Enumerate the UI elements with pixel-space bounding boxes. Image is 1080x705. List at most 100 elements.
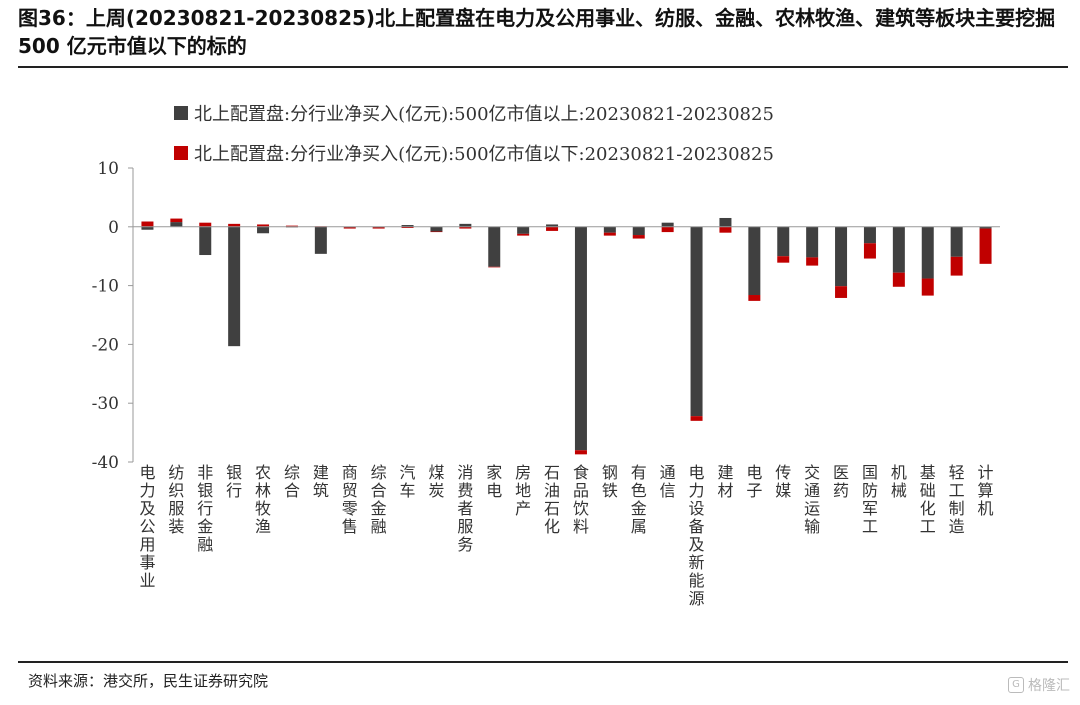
watermark: G 格隆汇 xyxy=(1008,675,1070,695)
x-tick-label: 汽车 xyxy=(400,463,416,500)
bar-above xyxy=(979,226,992,229)
bar-below xyxy=(257,224,270,227)
bar-below xyxy=(517,233,530,236)
bar-below xyxy=(372,227,385,229)
title-divider xyxy=(18,66,1068,68)
bar-above xyxy=(892,226,905,273)
x-tick-label: 基础化工 xyxy=(920,463,936,536)
bar-above xyxy=(719,217,732,227)
y-axis: 10 0 -10 -20 -30 -40 xyxy=(92,159,134,473)
bar-below xyxy=(806,257,819,266)
watermark-logo-icon: G xyxy=(1008,677,1024,693)
bar-below xyxy=(199,222,212,227)
x-tick-label: 医药 xyxy=(833,463,849,500)
x-tick-label: 农林牧渔 xyxy=(255,463,271,536)
x-tick-label: 轻工制造 xyxy=(949,463,965,536)
bar-above xyxy=(863,226,876,244)
x-tick-label: 家电 xyxy=(486,463,502,500)
bar-below xyxy=(170,218,183,223)
bar-below xyxy=(748,295,761,301)
bar-below xyxy=(632,235,645,239)
bar-above xyxy=(141,226,154,230)
x-tick-label: 电力及公用事业 xyxy=(139,463,155,590)
bar-below xyxy=(719,226,732,233)
bar-above xyxy=(574,226,587,451)
bar-above xyxy=(517,226,530,234)
bar-above xyxy=(835,226,848,287)
x-tick-label: 有色金属 xyxy=(631,463,647,536)
bar-below xyxy=(863,243,876,259)
x-tick-label: 国防军工 xyxy=(862,463,878,536)
bar-above xyxy=(401,225,414,227)
bar-chart: 北上配置盘:分行业净买入(亿元):500亿市值以上:20230821-20230… xyxy=(92,104,1000,608)
bar-below xyxy=(459,226,472,229)
bar-above xyxy=(777,226,790,257)
x-tick-label: 房地产 xyxy=(515,463,531,518)
source-divider xyxy=(18,661,1068,663)
x-axis: 电力及公用事业纺织服装非银行金融银行农林牧渔综合建筑商贸零售综合金融汽车煤炭消费… xyxy=(133,226,1000,608)
bar-above xyxy=(228,226,241,347)
x-tick-label: 食品饮料 xyxy=(573,463,589,536)
bar-below xyxy=(141,221,154,227)
bar-below xyxy=(546,226,559,231)
x-tick-label: 钢铁 xyxy=(602,463,618,500)
x-tick-label: 商贸零售 xyxy=(342,463,358,536)
bar-above xyxy=(806,226,819,258)
x-tick-label: 建材 xyxy=(717,463,733,500)
legend-swatch-0 xyxy=(174,106,188,120)
bar-below xyxy=(343,227,356,229)
bar-below xyxy=(921,278,934,296)
bar-below xyxy=(979,228,992,264)
bar-below xyxy=(285,225,298,227)
bar-below xyxy=(835,286,848,298)
y-tick-label: 0 xyxy=(108,218,119,238)
bar-above xyxy=(603,226,616,233)
bar-above xyxy=(257,226,270,234)
x-tick-label: 石油石化 xyxy=(544,463,560,536)
bar-above xyxy=(546,224,559,227)
bar-above xyxy=(314,226,327,254)
x-tick-label: 综合 xyxy=(284,463,300,500)
bar-below xyxy=(661,226,674,233)
watermark-text: 格隆汇 xyxy=(1028,678,1070,694)
bar-above xyxy=(199,226,212,256)
bar-below xyxy=(603,232,616,236)
chart-legend: 北上配置盘:分行业净买入(亿元):500亿市值以上:20230821-20230… xyxy=(174,104,774,165)
bar-below xyxy=(488,266,501,268)
bar-above xyxy=(748,226,761,296)
x-tick-label: 电力设备及新能源 xyxy=(689,463,705,608)
bar-below xyxy=(690,416,703,421)
x-tick-label: 纺织服装 xyxy=(168,463,184,536)
x-tick-label: 煤炭 xyxy=(428,463,444,500)
x-tick-label: 交通运输 xyxy=(804,463,820,536)
legend-label-1: 北上配置盘:分行业净买入(亿元):500亿市值以下:20230821-20230… xyxy=(194,144,774,165)
x-tick-label: 消费者服务 xyxy=(457,463,473,554)
bar-above xyxy=(921,226,934,279)
x-tick-label: 电子 xyxy=(746,463,762,500)
x-tick-label: 建筑 xyxy=(313,463,329,500)
bar-above xyxy=(430,226,443,232)
y-tick-label: -10 xyxy=(92,277,119,297)
bar-above xyxy=(632,226,645,236)
bar-above xyxy=(950,226,963,257)
bar-below xyxy=(777,256,790,263)
x-tick-label: 银行 xyxy=(226,463,242,500)
bar-above xyxy=(690,226,703,417)
source-note: 资料来源：港交所，民生证券研究院 xyxy=(28,672,269,690)
x-tick-label: 非银行金融 xyxy=(197,463,213,554)
y-tick-label: -30 xyxy=(92,394,119,414)
bar-below xyxy=(574,450,587,455)
y-tick-label: -40 xyxy=(92,453,119,473)
chart-title: 图36：上周(20230821-20230825)北上配置盘在电力及公用事业、纺… xyxy=(18,6,1056,58)
bar-below xyxy=(401,226,414,228)
y-tick-label: -20 xyxy=(92,335,119,355)
bar-below xyxy=(228,223,241,227)
bar-below xyxy=(950,256,963,276)
bar-below xyxy=(892,272,905,287)
x-tick-label: 机械 xyxy=(891,463,907,500)
x-tick-label: 计算机 xyxy=(978,463,994,518)
x-tick-label: 传媒 xyxy=(775,463,791,500)
legend-swatch-1 xyxy=(174,146,188,160)
bar-above xyxy=(488,226,501,267)
bar-above xyxy=(170,222,183,227)
